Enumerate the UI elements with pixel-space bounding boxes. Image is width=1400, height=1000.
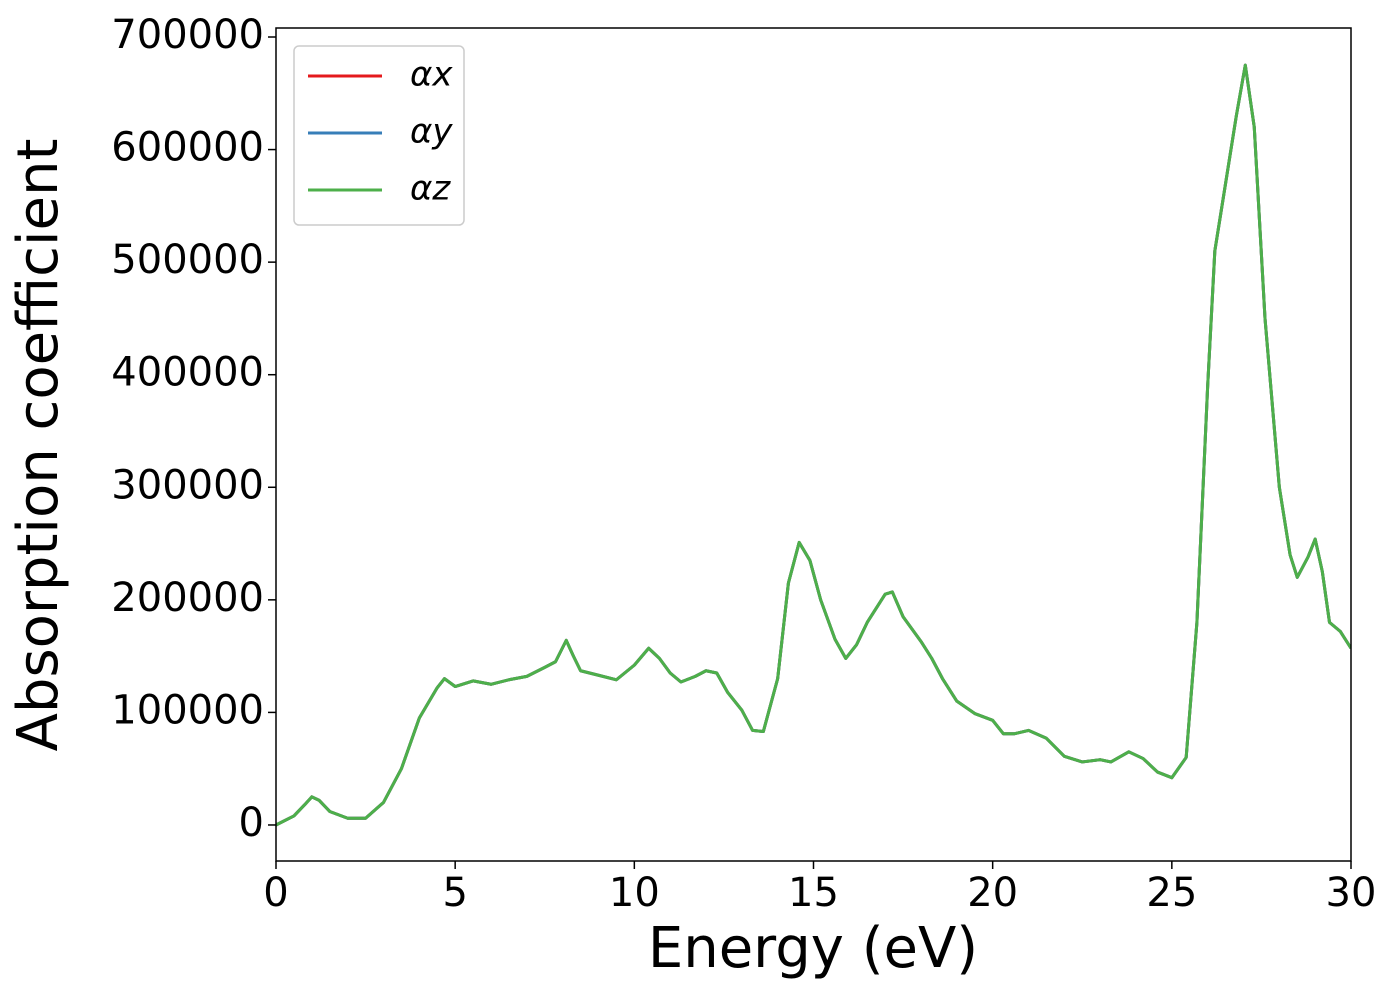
plot-frame <box>275 27 1352 862</box>
legend-box <box>293 45 465 226</box>
x-tick-label: 20 <box>967 870 1018 916</box>
y-tick-label: 0 <box>239 800 264 846</box>
y-tick-label: 400000 <box>111 350 264 396</box>
y-axis-label: Absorption coefficient <box>6 139 71 752</box>
x-tick-label: 15 <box>788 870 839 916</box>
y-tick-label: 200000 <box>111 575 264 621</box>
legend-label: αx <box>410 55 453 95</box>
x-tick-label: 30 <box>1326 870 1377 916</box>
x-tick-label: 0 <box>263 870 288 916</box>
legend-label: αz <box>410 169 451 209</box>
x-tick-label: 25 <box>1146 870 1197 916</box>
y-tick-label: 500000 <box>111 237 264 283</box>
y-tick-label: 700000 <box>111 12 264 58</box>
y-tick-label: 600000 <box>111 125 264 171</box>
x-axis-label: Energy (eV) <box>648 916 978 981</box>
y-tick-label: 300000 <box>111 462 264 508</box>
x-tick-label: 5 <box>442 870 467 916</box>
legend-label: αy <box>410 112 453 152</box>
y-tick-label: 100000 <box>111 687 264 733</box>
series-line <box>276 63 1351 827</box>
x-tick-label: 10 <box>609 870 660 916</box>
